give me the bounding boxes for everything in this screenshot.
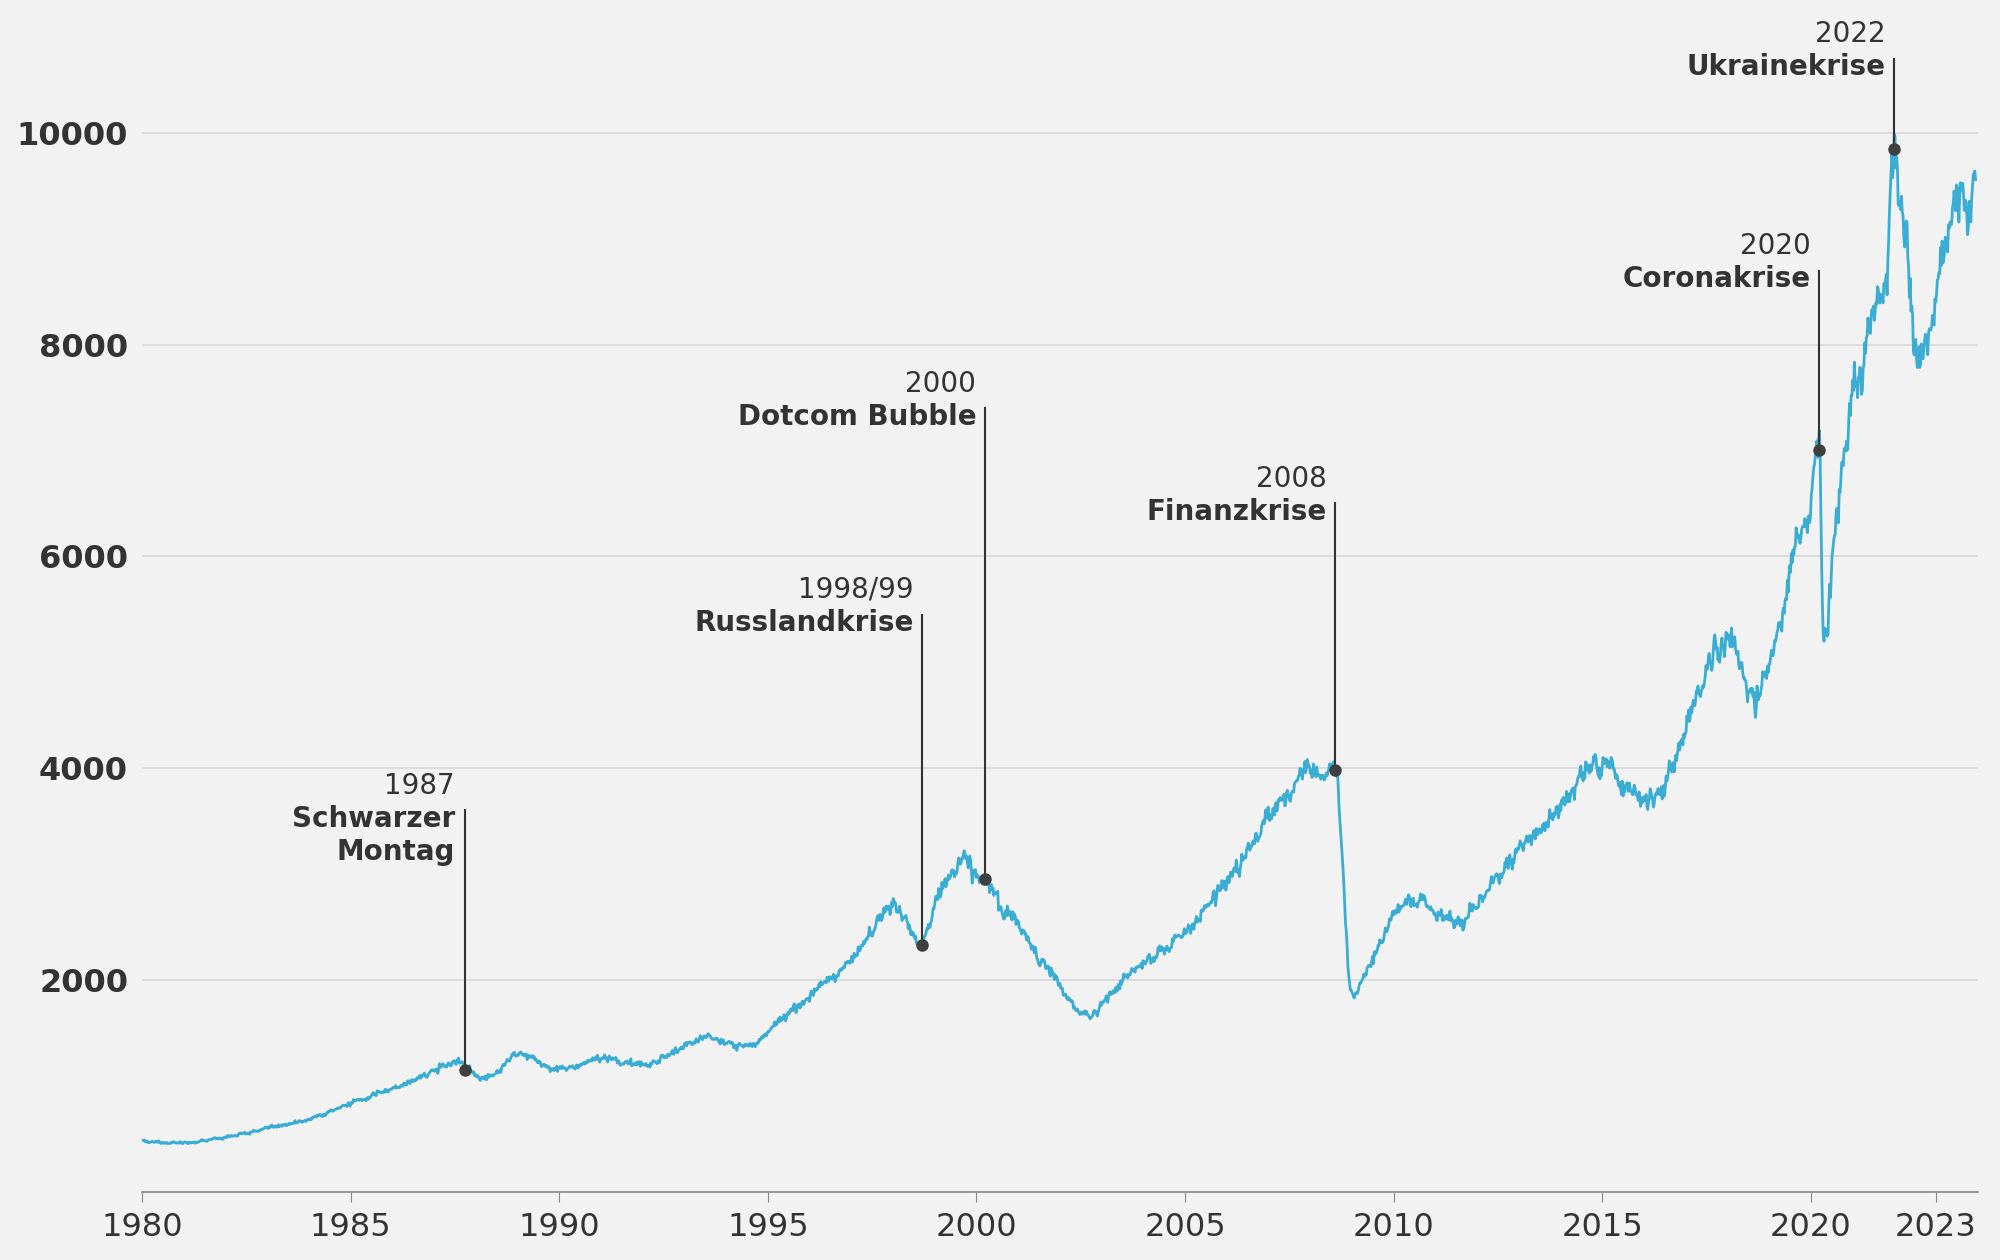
Text: Dotcom Bubble: Dotcom Bubble <box>738 403 976 431</box>
Text: 2022: 2022 <box>1816 20 1886 48</box>
Text: Ukrainekrise: Ukrainekrise <box>1686 53 1886 82</box>
Text: 1998/99: 1998/99 <box>798 576 914 604</box>
Text: 2020: 2020 <box>1740 232 1810 260</box>
Text: Coronakrise: Coronakrise <box>1622 265 1810 294</box>
Text: 1987: 1987 <box>384 772 454 800</box>
Text: Finanzkrise: Finanzkrise <box>1146 498 1326 527</box>
Text: Russlandkrise: Russlandkrise <box>694 610 914 638</box>
Text: 2000: 2000 <box>906 369 976 398</box>
Text: 2008: 2008 <box>1256 465 1326 493</box>
Text: Schwarzer
Montag: Schwarzer Montag <box>292 805 454 866</box>
